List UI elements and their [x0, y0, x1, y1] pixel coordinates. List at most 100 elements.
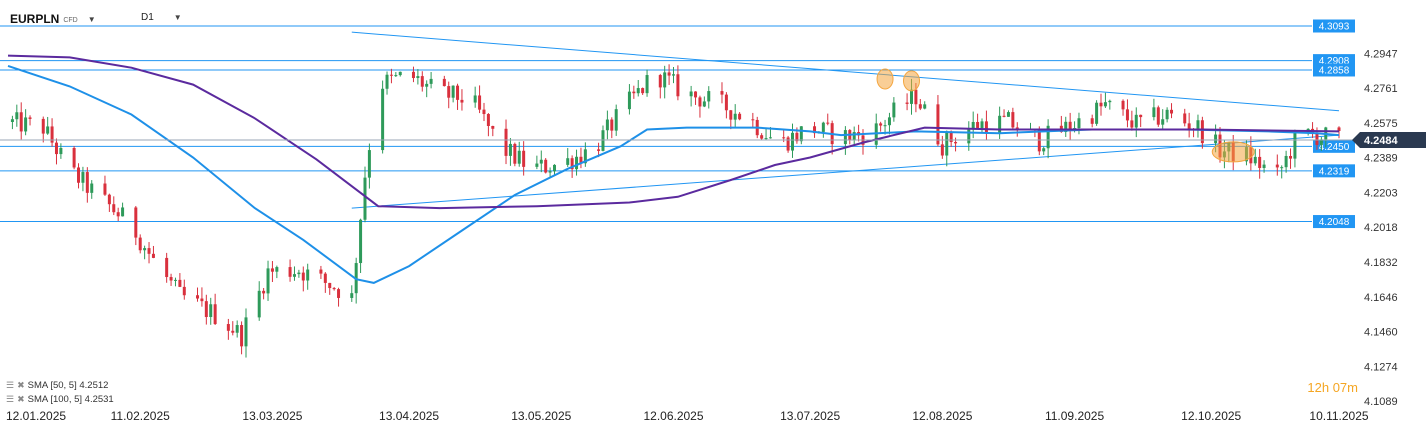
candle-body [389, 74, 393, 76]
candle-body [702, 101, 706, 107]
timeframe-selector[interactable]: D1 ▼ [141, 12, 182, 23]
time-tick-label: 12.08.2025 [912, 409, 972, 423]
candle-body [707, 91, 711, 102]
indicator-settings-icon[interactable]: ☰ [6, 380, 14, 390]
candle-body [266, 268, 270, 294]
time-tick-label: 10.11.2025 [1309, 409, 1368, 423]
candle-body [442, 78, 446, 87]
candle-body [984, 121, 988, 134]
countdown-minutes: 07 [1332, 380, 1348, 395]
time-tick-label: 12.10.2025 [1181, 409, 1241, 423]
candle-body [1152, 107, 1156, 118]
candle-body [270, 268, 274, 272]
price-tick-label: 4.2389 [1364, 153, 1398, 165]
price-tick-label: 4.2575 [1364, 118, 1398, 130]
countdown-m-unit: m [1347, 380, 1358, 395]
candle-body [1275, 164, 1279, 168]
candle-body [165, 257, 169, 278]
candle-body [359, 219, 363, 264]
price-tick-label: 4.1089 [1364, 396, 1398, 408]
candle-body [350, 293, 354, 298]
candle-body [451, 85, 455, 98]
symbol-dropdown-icon[interactable]: ▼ [87, 14, 96, 24]
candle-body [306, 269, 310, 281]
candle-body [381, 88, 385, 151]
time-axis: 12.01.2025 11.02.2025 13.03.2025 13.04.2025… [6, 409, 1369, 423]
candle-body [694, 91, 698, 98]
candle-body [945, 132, 949, 156]
candle-body [292, 274, 296, 277]
candle-body [751, 119, 755, 121]
time-tick-label: 13.03.2025 [242, 409, 302, 423]
candle-body [782, 137, 786, 139]
price-tick-label: 4.1646 [1364, 292, 1398, 304]
candle-body [478, 95, 482, 110]
candle-body [914, 89, 918, 105]
candle-body [1289, 155, 1293, 159]
candle-body [826, 122, 830, 124]
candle-body [949, 132, 953, 143]
candle-body [548, 171, 552, 173]
candle-body [482, 109, 486, 115]
candle-body [288, 267, 292, 277]
candle-body [1187, 123, 1191, 130]
candle-body [1002, 115, 1006, 117]
candle-body [522, 150, 526, 167]
indicator-remove-icon[interactable]: ✖ [17, 394, 24, 404]
candle-body [262, 290, 266, 294]
candle-body [1214, 134, 1218, 144]
instrument-type: CFD [63, 17, 78, 24]
trendlines [351, 31, 1340, 209]
price-tick-label: 4.2947 [1364, 48, 1398, 60]
level-tag [1313, 164, 1355, 178]
candle-body [363, 177, 367, 220]
candle-body [1315, 133, 1319, 145]
candle-body [244, 317, 248, 347]
candle-body [72, 147, 76, 168]
price-axis: 4.2947 4.2761 4.2575 4.2389 4.2203 4.2018 4.18… [0, 48, 1426, 408]
candle-body [398, 71, 402, 76]
symbol-name[interactable]: EURPLN [10, 12, 60, 26]
candle-body [1103, 102, 1107, 107]
candle-body [597, 149, 601, 151]
candle-body [575, 156, 579, 170]
timeframe-dropdown-icon[interactable]: ▼ [173, 13, 182, 22]
candle-body [605, 119, 609, 131]
candle-body [923, 104, 927, 109]
legend-sma100-label: SMA [100, 5] 4.2531 [27, 394, 114, 405]
indicator-settings-icon[interactable]: ☰ [6, 394, 14, 404]
candle-body [892, 102, 896, 118]
candle-body [24, 117, 28, 132]
candle-body [579, 156, 583, 164]
candle-body [226, 324, 230, 331]
candle-body [729, 110, 733, 120]
candle-body [420, 76, 424, 87]
candle-body [28, 117, 32, 119]
candle-body [385, 74, 389, 89]
candle-body [1064, 121, 1068, 133]
candle-body [275, 267, 279, 272]
candle-body [905, 102, 909, 104]
price-tick-label: 4.2018 [1364, 222, 1398, 234]
indicator-remove-icon[interactable]: ✖ [17, 380, 24, 390]
candle-body [1090, 118, 1094, 124]
symbol-header[interactable]: EURPLN CFD ▼ [10, 10, 96, 28]
price-tick-label: 4.2761 [1364, 83, 1398, 95]
price-tick-label: 4.1274 [1364, 361, 1398, 373]
timeframe-label[interactable]: D1 [141, 12, 154, 23]
candle-body [1042, 148, 1046, 152]
candle-body [169, 277, 173, 281]
candle-body [367, 150, 371, 178]
candle-body [936, 104, 940, 145]
candle-body [566, 158, 570, 165]
candle-body [456, 85, 460, 100]
candle-body [112, 204, 116, 213]
time-tick-label: 13.04.2025 [379, 409, 439, 423]
candle-body [301, 272, 305, 281]
candle-body [1134, 114, 1138, 128]
candle-body [764, 138, 768, 140]
candle-body [570, 158, 574, 170]
candle-body [720, 91, 724, 95]
